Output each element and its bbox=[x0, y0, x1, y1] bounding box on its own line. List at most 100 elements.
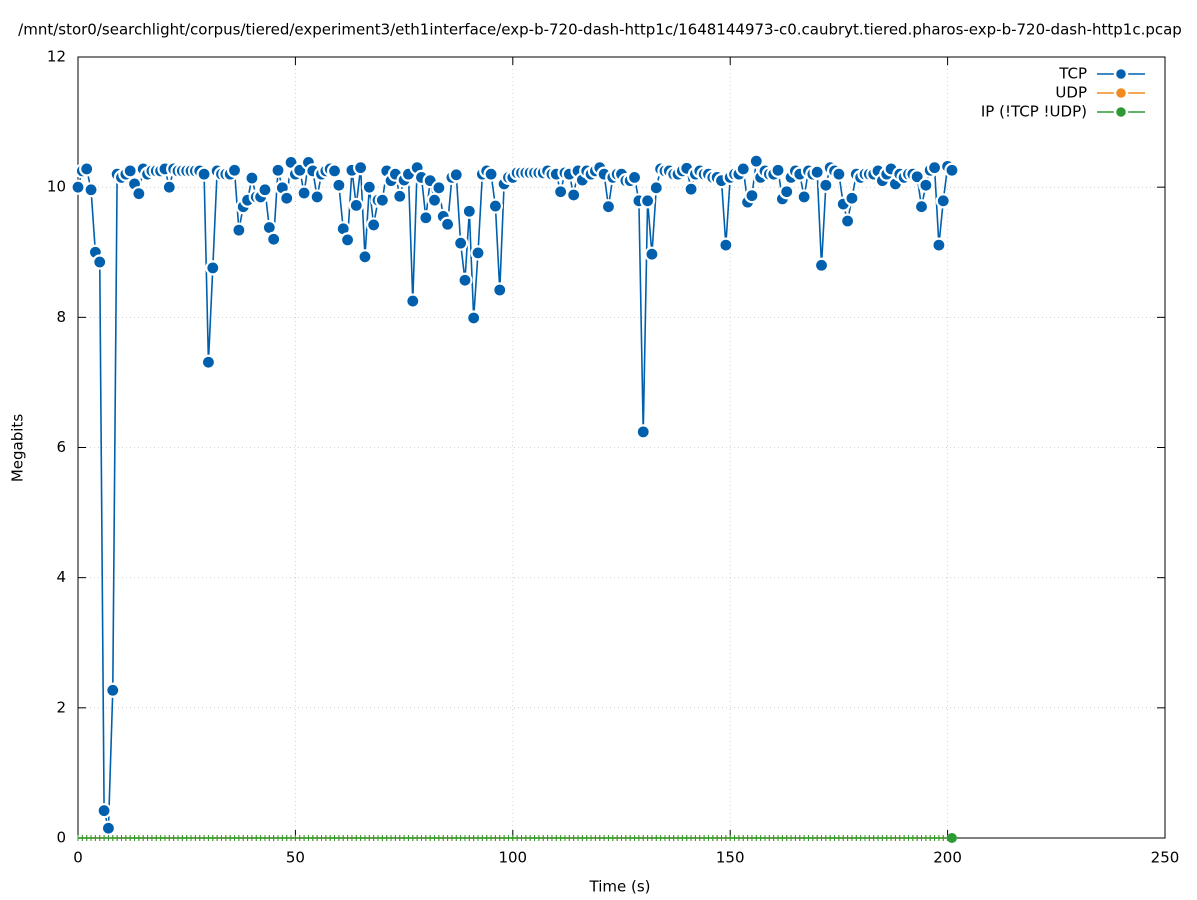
data-point bbox=[944, 162, 960, 178]
data-point bbox=[339, 232, 356, 248]
data-point bbox=[453, 235, 469, 251]
data-point bbox=[257, 182, 273, 198]
data-point bbox=[196, 166, 212, 182]
data-point bbox=[205, 260, 221, 276]
x-tick-label: 250 bbox=[1151, 849, 1180, 867]
data-point bbox=[426, 192, 443, 208]
data-point bbox=[226, 162, 243, 178]
y-tick-label: 12 bbox=[47, 48, 66, 66]
data-point bbox=[161, 179, 177, 195]
data-point bbox=[405, 293, 421, 309]
data-point bbox=[431, 180, 447, 196]
data-point bbox=[309, 189, 325, 205]
data-point bbox=[809, 164, 825, 180]
data-point bbox=[931, 237, 947, 253]
data-point bbox=[105, 682, 121, 698]
data-point bbox=[79, 161, 95, 177]
data-point bbox=[461, 203, 477, 219]
data-point bbox=[553, 184, 569, 200]
data-point bbox=[374, 192, 390, 208]
data-point bbox=[83, 182, 99, 198]
data-point bbox=[296, 185, 312, 201]
x-tick-label: 150 bbox=[716, 849, 745, 867]
data-point bbox=[96, 803, 112, 819]
data-point bbox=[200, 354, 217, 370]
data-point bbox=[270, 162, 286, 178]
data-point bbox=[448, 167, 464, 183]
legend-entry: IP (!TCP !UDP) bbox=[981, 103, 1145, 121]
data-point bbox=[353, 160, 369, 176]
data-point bbox=[839, 213, 856, 229]
data-point bbox=[639, 193, 656, 209]
data-point bbox=[935, 193, 951, 209]
data-point bbox=[348, 197, 364, 213]
data-point bbox=[600, 199, 617, 215]
legend-swatch-point bbox=[1113, 104, 1129, 120]
data-point bbox=[644, 246, 660, 262]
legend-label: TCP bbox=[1058, 65, 1087, 83]
data-point bbox=[366, 217, 382, 233]
y-tick-label: 6 bbox=[56, 438, 66, 456]
data-point bbox=[770, 162, 786, 178]
data-point bbox=[357, 249, 373, 265]
x-tick-label: 50 bbox=[286, 849, 305, 867]
data-point bbox=[492, 282, 508, 298]
data-point bbox=[92, 254, 108, 270]
legend-swatch-point bbox=[1113, 85, 1129, 101]
data-point bbox=[648, 180, 664, 196]
data-point bbox=[796, 189, 812, 205]
data-point bbox=[635, 424, 651, 440]
data-point bbox=[813, 257, 830, 273]
legend-label: IP (!TCP !UDP) bbox=[981, 103, 1087, 121]
data-point bbox=[626, 169, 643, 186]
data-point bbox=[487, 198, 504, 214]
data-point bbox=[831, 166, 847, 182]
data-point bbox=[122, 163, 138, 179]
data-point bbox=[279, 190, 295, 206]
y-tick-label: 4 bbox=[56, 568, 66, 586]
data-point bbox=[392, 188, 408, 204]
data-point bbox=[470, 245, 486, 261]
data-point bbox=[326, 163, 343, 179]
data-point bbox=[331, 177, 347, 193]
y-tick-label: 10 bbox=[47, 178, 66, 196]
data-point bbox=[779, 184, 795, 200]
legend-entry: UDP bbox=[1055, 84, 1145, 102]
data-point bbox=[918, 177, 934, 193]
data-point bbox=[361, 179, 377, 195]
x-tick-label: 100 bbox=[498, 849, 527, 867]
data-point bbox=[70, 179, 86, 195]
data-point bbox=[266, 231, 282, 247]
data-point bbox=[244, 170, 260, 186]
data-point bbox=[748, 153, 764, 169]
data-point bbox=[566, 187, 582, 203]
x-tick-label: 200 bbox=[933, 849, 962, 867]
data-point bbox=[683, 181, 699, 197]
x-axis-label: Time (s) bbox=[589, 878, 651, 896]
data-point bbox=[946, 833, 957, 843]
y-tick-label: 8 bbox=[56, 308, 66, 326]
y-axis-label: Megabits bbox=[9, 414, 27, 482]
data-point bbox=[131, 186, 147, 202]
y-tick-label: 2 bbox=[56, 698, 66, 716]
x-tick-label: 0 bbox=[73, 849, 83, 867]
data-point bbox=[231, 222, 247, 238]
data-point bbox=[483, 166, 499, 182]
data-point bbox=[100, 820, 117, 836]
legend-entry: TCP bbox=[1058, 65, 1145, 83]
data-point bbox=[818, 177, 834, 193]
legend-label: UDP bbox=[1055, 84, 1087, 102]
data-point bbox=[418, 210, 434, 226]
data-point bbox=[913, 199, 930, 215]
data-point bbox=[926, 160, 943, 176]
data-point bbox=[844, 190, 860, 206]
data-point bbox=[439, 216, 456, 232]
data-point bbox=[466, 310, 482, 326]
data-point bbox=[718, 237, 734, 253]
data-point bbox=[744, 188, 760, 204]
data-point bbox=[457, 272, 473, 288]
chart-title: /mnt/stor0/searchlight/corpus/tiered/exp… bbox=[18, 21, 1182, 39]
legend-swatch-point bbox=[1113, 66, 1129, 82]
